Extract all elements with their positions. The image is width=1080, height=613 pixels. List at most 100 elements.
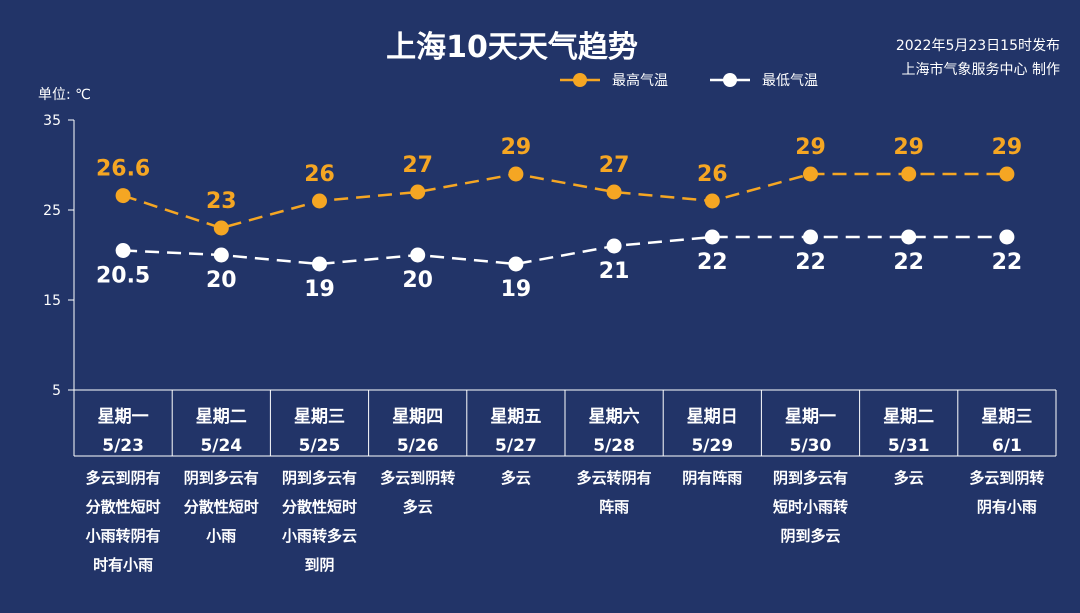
data-label-high: 29: [501, 135, 532, 160]
weather-desc: 阴到多云有: [184, 469, 259, 487]
publisher: 上海市气象服务中心 制作: [901, 62, 1060, 78]
y-tick-label: 5: [52, 383, 61, 399]
data-point-high: [410, 184, 426, 200]
date-label: 5/24: [200, 436, 242, 456]
date-label: 5/28: [593, 436, 635, 456]
date-label: 6/1: [992, 436, 1022, 456]
weather-desc: 阴到多云: [780, 527, 840, 545]
weather-desc: 分散性短时: [282, 498, 357, 516]
weather-desc: 多云: [894, 469, 924, 487]
data-label-high: 26: [304, 162, 335, 187]
data-label-low: 22: [893, 250, 924, 275]
weather-desc: 多云: [403, 498, 433, 516]
legend-label-high: 最高气温: [612, 73, 668, 89]
data-label-high: 27: [402, 153, 433, 178]
data-label-high: 26.6: [96, 157, 150, 182]
data-label-high: 29: [893, 135, 924, 160]
weather-desc: 小雨: [206, 527, 236, 545]
data-label-low: 22: [697, 250, 728, 275]
date-label: 5/25: [299, 436, 341, 456]
data-label-low: 20: [402, 268, 433, 293]
data-point-high: [704, 193, 720, 209]
weekday-label: 星期一: [98, 407, 149, 427]
data-point-high: [901, 166, 917, 182]
data-point-low: [213, 247, 229, 263]
publish-info: 2022年5月23日15时发布 上海市气象服务中心 制作: [896, 34, 1060, 82]
weather-desc: 小雨转多云: [282, 527, 357, 545]
weather-desc: 阴到多云有: [282, 469, 357, 487]
data-label-low: 22: [795, 250, 826, 275]
date-label: 5/26: [397, 436, 439, 456]
unit-label: 单位: ℃: [38, 87, 91, 103]
weather-desc: 阵雨: [599, 498, 629, 516]
data-point-high: [999, 166, 1015, 182]
weather-desc: 时有小雨: [93, 556, 153, 574]
weather-desc: 到阴: [304, 556, 334, 574]
date-label: 5/31: [888, 436, 930, 456]
data-point-low: [115, 243, 131, 258]
data-point-low: [704, 229, 720, 245]
data-point-low: [901, 229, 917, 245]
weekday-label: 星期六: [589, 406, 640, 427]
page-title: 上海10天天气趋势: [386, 30, 638, 65]
date-label: 5/27: [495, 436, 537, 456]
date-label: 5/23: [102, 436, 144, 456]
data-label-high: 27: [599, 153, 630, 178]
weather-desc: 分散性短时: [184, 498, 259, 516]
series-line-high: [122, 172, 1007, 230]
legend-item-low: 最低气温: [710, 70, 818, 90]
date-label: 5/30: [790, 436, 832, 456]
weekday-label: 星期二: [883, 407, 934, 427]
weekday-label: 星期三: [981, 407, 1032, 427]
data-point-low: [312, 256, 327, 272]
weekday-label: 星期二: [196, 407, 247, 427]
data-point-low: [999, 229, 1015, 245]
data-point-high: [606, 184, 622, 200]
weather-desc: 阴有小雨: [977, 498, 1037, 516]
series-line-low: [123, 235, 1007, 266]
y-tick-label: 25: [43, 203, 61, 219]
data-point-high: [312, 193, 327, 209]
publish-time: 2022年5月23日15时发布: [895, 38, 1060, 54]
y-tick-label: 35: [43, 113, 61, 129]
y-tick-label: 15: [43, 293, 61, 309]
data-point-low: [606, 238, 622, 254]
weather-desc: 多云到阴转: [969, 469, 1044, 487]
data-point-high: [213, 220, 229, 236]
data-label-high: 29: [795, 135, 826, 160]
weather-desc: 短时小雨转: [773, 498, 848, 516]
data-label-high: 26: [697, 162, 728, 187]
data-label-high: 29: [992, 135, 1023, 160]
data-label-low: 20: [206, 268, 237, 293]
weather-desc: 多云到阴转: [380, 469, 455, 487]
data-label-low: 19: [304, 277, 335, 302]
weather-desc: 阴有阵雨: [682, 469, 742, 487]
weather-desc: 阴到多云有: [773, 469, 848, 487]
data-point-high: [508, 166, 524, 182]
legend-marker-high: [560, 73, 600, 87]
data-label-low: 19: [501, 277, 532, 302]
data-label-low: 21: [599, 259, 630, 284]
data-point-high: [803, 166, 818, 182]
legend-item-high: 最高气温: [560, 70, 668, 90]
weekday-label: 星期三: [294, 407, 345, 427]
weekday-label: 星期日: [687, 407, 738, 427]
legend-label-low: 最低气温: [762, 73, 818, 89]
data-label-low: 22: [992, 250, 1023, 275]
data-point-low: [410, 247, 426, 263]
weather-desc: 多云转阴有: [577, 469, 652, 487]
weekday-label: 星期五: [490, 407, 541, 427]
data-point-low: [803, 229, 818, 245]
date-label: 5/29: [691, 436, 733, 456]
data-point-low: [508, 256, 524, 272]
weather-desc: 多云到阴有: [86, 469, 161, 487]
data-point-high: [115, 188, 131, 204]
weather-desc: 多云: [501, 469, 531, 487]
data-label-low: 20.5: [96, 264, 150, 289]
legend-marker-low: [710, 73, 750, 87]
weekday-label: 星期一: [785, 407, 836, 427]
weather-desc: 小雨转阴有: [86, 527, 161, 545]
data-label-high: 23: [206, 189, 237, 214]
weekday-label: 星期四: [392, 407, 443, 427]
